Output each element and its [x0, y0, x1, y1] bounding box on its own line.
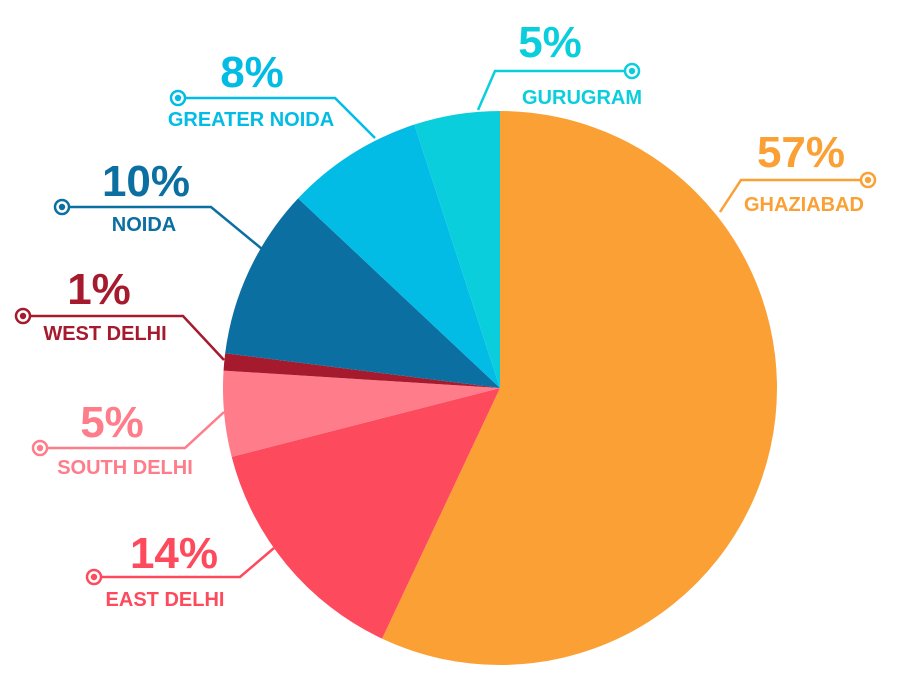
pie-slice-east-delhi: [231, 388, 500, 639]
data-label-gurugram: 5%: [518, 18, 582, 67]
callout-ghaziabad: 57% GHAZIABAD: [718, 128, 877, 216]
pie-slice-ghaziabad: [382, 111, 777, 665]
data-label-west-delhi: 1%: [67, 265, 131, 314]
leader-line-gurugram: [476, 69, 632, 111]
pie-slice-gurugram: [414, 111, 500, 388]
leader-dot-inner-east-delhi: [90, 573, 98, 581]
leader-line-east-delhi: [94, 547, 275, 579]
leader-dot-inner-gurugram: [628, 67, 636, 75]
callout-west-delhi: 1% WEST DELHI: [14, 265, 225, 361]
leader-line-noida: [62, 205, 263, 250]
data-label-east-delhi: 14%: [130, 529, 218, 578]
category-label-east-delhi: EAST DELHI: [106, 589, 225, 611]
category-label-gurugram: GURUGRAM: [522, 87, 642, 109]
callouts: 57% GHAZIABAD 14% EAST DELHI 5% SOUTH DELHI 1%…: [14, 18, 877, 611]
callout-east-delhi: 14% EAST DELHI: [85, 529, 275, 611]
leader-line-west-delhi: [23, 314, 225, 361]
callout-south-delhi: 5% SOUTH DELHI: [31, 398, 225, 479]
data-label-greater-noida: 8%: [220, 48, 284, 97]
leader-line-ghaziabad: [718, 178, 868, 213]
leader-line-greater-noida: [178, 96, 376, 139]
pie-slice-south-delhi: [223, 370, 500, 457]
category-label-greater-noida: GREATER NOIDA: [168, 109, 334, 131]
category-label-ghaziabad: GHAZIABAD: [744, 194, 864, 216]
leader-dot-inner-greater-noida: [174, 94, 182, 102]
leader-line-south-delhi: [40, 411, 225, 450]
callout-greater-noida: 8% GREATER NOIDA: [168, 48, 376, 139]
category-label-south-delhi: SOUTH DELHI: [57, 457, 193, 479]
leader-dot-inner-noida: [58, 203, 66, 211]
category-label-noida: NOIDA: [112, 214, 176, 236]
data-label-south-delhi: 5%: [80, 398, 144, 447]
data-label-ghaziabad: 57%: [757, 128, 845, 177]
data-label-noida: 10%: [102, 157, 190, 206]
pie-slices: [223, 111, 777, 665]
callout-noida: 10% NOIDA: [53, 157, 263, 250]
leader-dot-inner-west-delhi: [19, 312, 27, 320]
pie-slice-greater-noida: [298, 124, 500, 388]
pie-slice-noida: [225, 198, 500, 388]
category-label-west-delhi: WEST DELHI: [43, 323, 166, 345]
leader-dot-inner-south-delhi: [36, 444, 44, 452]
pie-slice-west-delhi: [223, 353, 501, 388]
callout-gurugram: 5% GURUGRAM: [476, 18, 642, 111]
leader-dot-inner-ghaziabad: [864, 176, 872, 184]
